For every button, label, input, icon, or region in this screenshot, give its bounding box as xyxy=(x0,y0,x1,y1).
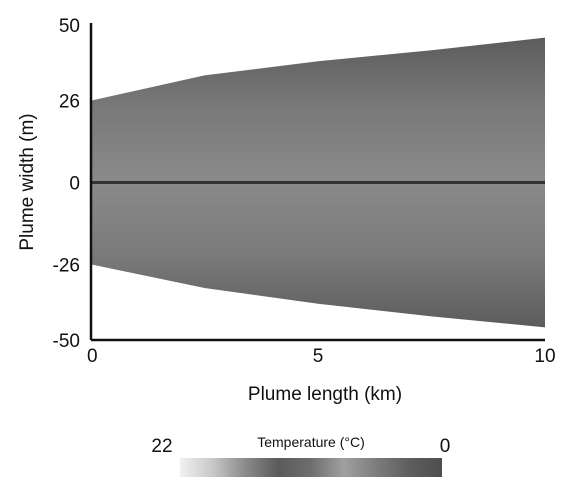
colorbar-max-label: 0 xyxy=(440,436,451,457)
x-tick-label: 0 xyxy=(87,346,98,367)
y-tick-label: 26 xyxy=(59,92,80,113)
axes xyxy=(89,23,545,342)
plume-area xyxy=(91,37,545,328)
y-tick-label: -50 xyxy=(53,331,80,352)
y-tick-label: -26 xyxy=(53,255,80,276)
x-tick-label: 10 xyxy=(534,346,555,367)
colorbar-min-label: 22 xyxy=(151,436,172,457)
y-tick-label: 0 xyxy=(69,174,80,195)
y-axis-title: Plume width (m) xyxy=(17,113,38,250)
y-tick-label: 50 xyxy=(59,16,80,37)
tick-labels: 50 26 0 -26 -50 0 5 10 xyxy=(53,16,556,367)
colorbar-title: Temperature (°C) xyxy=(257,434,365,450)
colorbar-gradient xyxy=(180,458,442,477)
x-tick-label: 5 xyxy=(313,346,324,367)
x-axis-title: Plume length (km) xyxy=(248,384,402,405)
colorbar: 22 Temperature (°C) 0 xyxy=(151,434,450,477)
